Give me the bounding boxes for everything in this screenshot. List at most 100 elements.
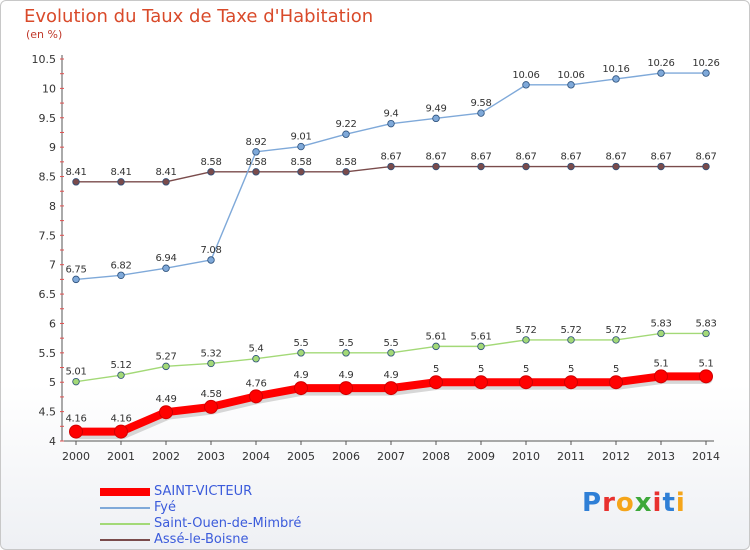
x-tick-label: 2009 <box>467 450 495 463</box>
logo-letter: o <box>615 488 635 518</box>
data-label: 5.61 <box>470 331 491 342</box>
data-point <box>567 336 575 344</box>
data-label: 4.16 <box>65 414 86 425</box>
data-point <box>72 377 80 386</box>
legend-label: Saint-Ouen-de-Mimbré <box>154 516 302 531</box>
data-point <box>207 359 215 368</box>
y-tick-label: 8.5 <box>39 171 57 184</box>
x-tick-label: 2008 <box>422 450 450 463</box>
data-point <box>474 375 488 390</box>
data-label: 6.82 <box>110 260 131 271</box>
data-label: 7.08 <box>200 245 221 256</box>
data-point <box>477 109 485 117</box>
data-point <box>657 162 665 171</box>
data-point <box>522 81 530 89</box>
y-tick-label: 6 <box>49 317 56 330</box>
data-point <box>339 381 353 396</box>
data-label: 8.41 <box>65 167 86 178</box>
legend-swatch <box>100 488 150 496</box>
chart-title: Evolution du Taux de Taxe d'Habitation <box>24 6 374 27</box>
data-label: 5.5 <box>338 338 353 349</box>
data-point <box>654 369 668 384</box>
data-point <box>69 424 83 439</box>
data-point <box>432 342 440 351</box>
x-tick-label: 2012 <box>602 450 630 463</box>
data-label: 5.72 <box>605 325 626 336</box>
data-point <box>477 162 485 171</box>
data-point <box>252 168 260 176</box>
y-tick-label: 4 <box>49 435 56 448</box>
data-label: 5.83 <box>695 318 716 329</box>
legend-swatch <box>100 539 150 541</box>
data-label: 10.26 <box>647 58 674 69</box>
data-label: 8.67 <box>695 152 716 163</box>
data-point <box>159 405 173 420</box>
data-label: 8.67 <box>425 152 446 163</box>
data-point <box>342 168 350 176</box>
data-point <box>387 349 395 357</box>
series-2 <box>72 329 710 386</box>
data-point <box>429 375 443 390</box>
data-label: 8.67 <box>650 152 671 163</box>
data-label: 5.5 <box>383 338 398 349</box>
legend-swatch <box>100 523 150 525</box>
data-label: 5 <box>523 364 529 375</box>
data-label: 8.41 <box>110 167 131 178</box>
data-label: 5.61 <box>425 331 446 342</box>
data-label: 10.16 <box>602 64 629 75</box>
data-point <box>657 69 665 77</box>
data-point <box>297 349 305 357</box>
data-point <box>162 264 170 272</box>
data-point <box>387 119 395 128</box>
data-point <box>162 178 170 186</box>
legend-label: Fyé <box>154 500 176 515</box>
y-tick-label: 8 <box>49 200 56 213</box>
y-tick-label: 7 <box>49 259 56 272</box>
x-tick-label: 2014 <box>692 450 720 463</box>
data-label: 5.27 <box>155 351 176 362</box>
data-point <box>114 424 128 439</box>
y-tick-label: 5 <box>49 376 56 389</box>
data-label: 9.4 <box>383 109 398 120</box>
data-label: 10.26 <box>692 58 719 69</box>
data-point <box>207 256 215 264</box>
data-point <box>567 81 575 89</box>
data-point <box>609 375 623 390</box>
data-label: 10.06 <box>557 70 584 81</box>
data-label: 8.67 <box>470 152 491 163</box>
legend-label: Assé-le-Boisne <box>154 532 249 547</box>
data-point <box>117 178 125 186</box>
chart-unit: (en %) <box>26 28 63 41</box>
data-label: 5.01 <box>65 367 86 378</box>
x-tick-label: 2013 <box>647 450 675 463</box>
data-label: 6.75 <box>65 264 86 275</box>
data-label: 5 <box>433 364 439 375</box>
data-label: 5.72 <box>515 325 536 336</box>
x-tick-label: 2011 <box>557 450 585 463</box>
data-point <box>297 168 305 176</box>
data-label: 5.32 <box>200 348 221 359</box>
x-tick-label: 2006 <box>332 450 360 463</box>
data-point <box>702 329 710 338</box>
data-point <box>252 355 260 363</box>
data-point <box>252 148 260 156</box>
data-label: 8.58 <box>290 157 311 168</box>
series-0 <box>69 369 713 440</box>
data-label: 4.58 <box>200 389 221 400</box>
data-point <box>477 342 485 351</box>
series-3 <box>72 162 710 186</box>
data-label: 4.9 <box>338 370 353 381</box>
data-point <box>612 162 620 171</box>
data-point <box>564 375 578 390</box>
data-point <box>72 275 80 284</box>
data-point <box>432 114 440 123</box>
data-point <box>702 69 710 77</box>
data-label: 5.72 <box>560 325 581 336</box>
data-point <box>387 162 395 171</box>
data-point <box>297 142 305 151</box>
logo-letter: i <box>652 488 663 518</box>
logo-letter: i <box>675 488 686 518</box>
y-tick-label: 10.5 <box>32 53 57 66</box>
data-label: 8.92 <box>245 137 266 148</box>
series-1 <box>72 69 710 284</box>
